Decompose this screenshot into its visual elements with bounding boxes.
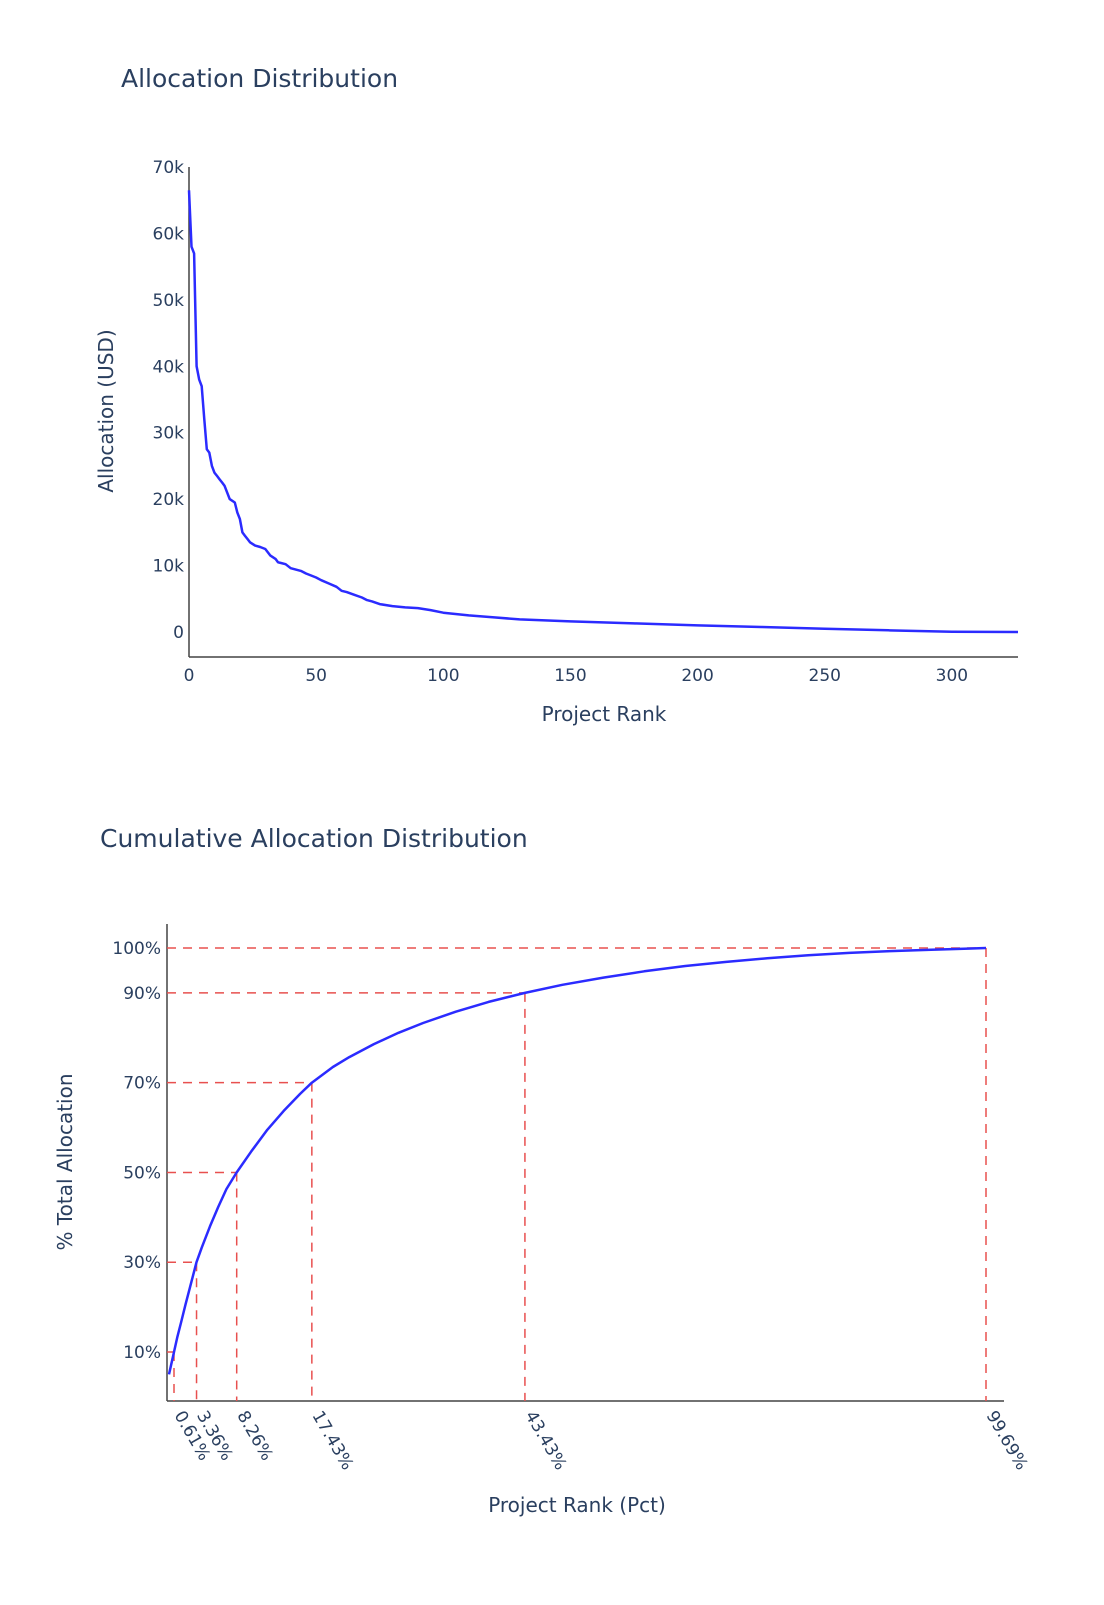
x-tick-label: 17.43% xyxy=(308,1408,358,1474)
y-tick-label: 20k xyxy=(153,490,185,510)
y-tick-label: 10k xyxy=(153,557,185,577)
cumulative-series-line xyxy=(167,946,987,1375)
x-tick-label: 99.69% xyxy=(982,1408,1032,1474)
x-tick-label: 43.43% xyxy=(521,1408,571,1474)
y-tick-label: 40k xyxy=(153,357,185,377)
x-tick-label: 8.26% xyxy=(232,1408,276,1465)
y-tick-label: 70% xyxy=(123,1074,161,1094)
y-tick-label: 30% xyxy=(123,1253,161,1273)
x-tick-label: 0 xyxy=(184,666,195,686)
x-tick-label: 250 xyxy=(809,666,841,686)
y-tick-label: 90% xyxy=(123,984,161,1004)
chart-1-title: Allocation Distribution xyxy=(121,64,399,93)
x-axis-label: Project Rank xyxy=(542,702,667,726)
y-tick-label: 60k xyxy=(153,224,185,244)
y-tick-label: 0 xyxy=(173,623,184,643)
allocation-series-line xyxy=(187,190,1019,634)
cumulative-allocation-chart: 10%30%50%70%90%100%0.61%3.36%8.26% 17.43%… xyxy=(53,924,1032,1517)
x-tick-label: 100 xyxy=(427,666,459,686)
y-tick-label: 70k xyxy=(153,158,185,178)
x-tick-label: 300 xyxy=(936,666,968,686)
y-axis-label: % Total Allocation xyxy=(53,1073,77,1250)
chart-2-title: Cumulative Allocation Distribution xyxy=(100,824,528,853)
x-tick-label: 200 xyxy=(681,666,713,686)
allocation-distribution-chart: 0 10k 20k 30k 40k 50k 60k 70k 0 50 100 150 200 250 300… xyxy=(94,158,1019,726)
x-axis-label: Project Rank (Pct) xyxy=(488,1493,666,1517)
x-tick-label: 150 xyxy=(554,666,586,686)
y-tick-label: 50k xyxy=(153,291,185,311)
y-tick-label: 50% xyxy=(123,1163,161,1183)
y-tick-label: 100% xyxy=(112,939,161,959)
y-tick-label: 30k xyxy=(153,424,185,444)
y-axis-label: Allocation (USD) xyxy=(94,329,118,492)
y-tick-label: 10% xyxy=(123,1343,161,1363)
x-tick-label: 50 xyxy=(305,666,327,686)
